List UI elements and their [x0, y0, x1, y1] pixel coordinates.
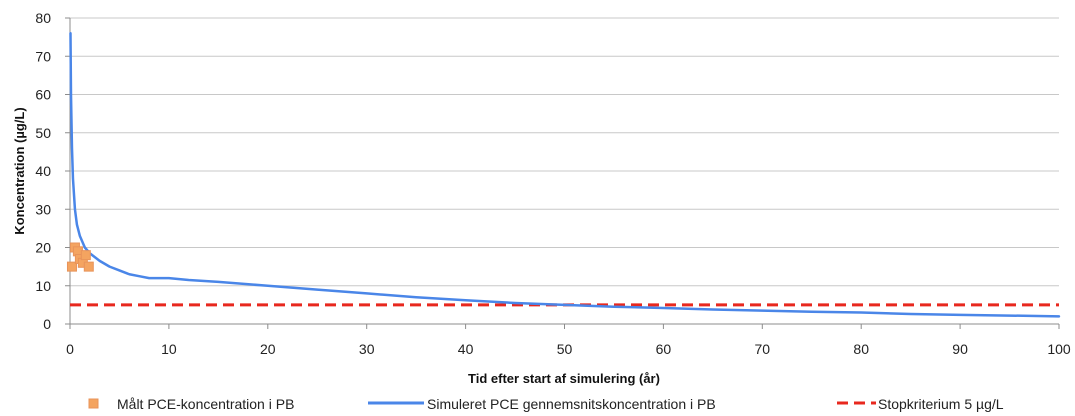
x-tick-label: 60: [656, 341, 672, 357]
legend-item-stop: Stopkriterium 5 µg/L: [837, 396, 1004, 412]
x-tick-labels: 0 10 20 30 40 50 60 70 80 90 100: [66, 324, 1071, 357]
legend-marker-measured: [88, 398, 99, 409]
legend-label-measured: Målt PCE-koncentration i PB: [117, 396, 294, 412]
y-tick-label: 80: [35, 10, 51, 26]
y-tick-label: 0: [43, 316, 51, 332]
legend: Målt PCE-koncentration i PB Simuleret PC…: [88, 396, 1004, 412]
measured-point: [80, 250, 91, 261]
series-layer: [66, 32, 1061, 318]
legend-item-measured: Målt PCE-koncentration i PB: [88, 396, 294, 412]
y-tick-label: 40: [35, 163, 51, 179]
y-tick-label: 20: [35, 240, 51, 256]
x-tick-label: 30: [359, 341, 375, 357]
measured-point: [83, 261, 94, 272]
x-tick-label: 20: [260, 341, 276, 357]
x-tick-label: 80: [853, 341, 869, 357]
y-tick-label: 30: [35, 201, 51, 217]
y-tick-label: 70: [35, 48, 51, 64]
legend-item-simulated: Simuleret PCE gennemsnitskoncentration i…: [368, 396, 716, 412]
x-tick-label: 50: [557, 341, 573, 357]
x-tick-label: 90: [952, 341, 968, 357]
y-tick-label: 10: [35, 278, 51, 294]
y-axis-title: Koncentration (µg/L): [12, 107, 27, 234]
series-simulated-line: [69, 32, 1061, 318]
y-tick-label: 50: [35, 125, 51, 141]
legend-label-simulated: Simuleret PCE gennemsnitskoncentration i…: [427, 396, 716, 412]
legend-label-stop: Stopkriterium 5 µg/L: [878, 396, 1004, 412]
x-tick-label: 40: [458, 341, 474, 357]
x-tick-label: 70: [755, 341, 771, 357]
grid-layer: [70, 17, 1059, 287]
x-tick-label: 0: [66, 341, 74, 357]
x-axis-title: Tid efter start af simulering (år): [468, 371, 660, 386]
y-tick-label: 60: [35, 87, 51, 103]
measured-point: [66, 261, 77, 272]
x-tick-label: 100: [1047, 341, 1071, 357]
y-tick-labels: 0 10 20 30 40 50 60 70 80: [35, 10, 70, 332]
x-tick-label: 10: [161, 341, 177, 357]
